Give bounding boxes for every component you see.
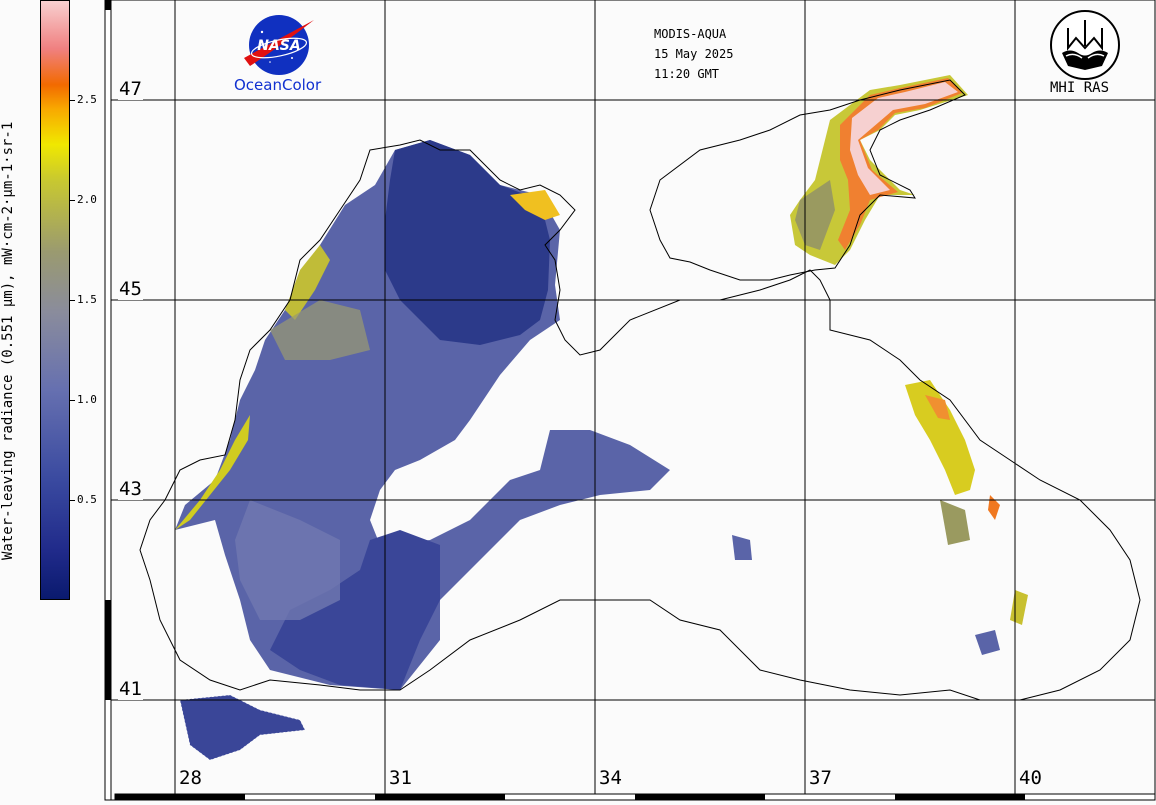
acquisition-info: MODIS-AQUA 15 May 2025 11:20 GMT: [654, 24, 733, 84]
lon-label-37: 37: [808, 767, 833, 789]
lat-label-43: 43: [118, 478, 143, 500]
scale-bar-bottom: [114, 793, 1156, 801]
colorbar-gradient: [40, 0, 70, 600]
mhi-ras-logo: [1050, 10, 1120, 80]
colorbar-tick-label: 2.0: [77, 193, 97, 206]
date-label: 15 May 2025: [654, 47, 734, 61]
marmara-region: [179, 694, 306, 761]
colorbar-tick-mark: [70, 400, 75, 401]
colorbar-tick-mark: [70, 100, 75, 101]
svg-text:NASA: NASA: [257, 38, 300, 54]
colorbar-tick-label: 0.5: [77, 493, 97, 506]
colorbar-tick-label: 1.5: [77, 293, 97, 306]
colorbar-tick-label: 1.0: [77, 393, 97, 406]
colorbar-tick-mark: [70, 200, 75, 201]
lat-label-45: 45: [118, 278, 143, 300]
oceancolor-label: OceanColor: [234, 76, 322, 94]
colorbar-tick-mark: [70, 500, 75, 501]
graticule: [105, 0, 1155, 800]
lat-label-41: 41: [118, 678, 143, 700]
colorbar-tick-mark: [70, 300, 75, 301]
colorbar-tick-label: 2.5: [77, 93, 97, 106]
lon-label-34: 34: [598, 767, 623, 789]
colorbar: 2.5 2.0 1.5 1.0 0.5 Water-leaving radian…: [0, 0, 110, 801]
lon-label-31: 31: [388, 767, 413, 789]
sensor-label: MODIS-AQUA: [654, 27, 727, 41]
time-label: 11:20 GMT: [654, 67, 720, 81]
nasa-logo: NASA: [244, 15, 314, 75]
mhi-ras-label: MHI RAS: [1050, 80, 1110, 96]
lat-label-47: 47: [118, 78, 143, 100]
lon-label-28: 28: [178, 767, 203, 789]
lon-label-40: 40: [1018, 767, 1043, 789]
black-sea-radiance-field: [175, 140, 670, 690]
colorbar-title: Water-leaving radiance (0.551 µm), mW·cm…: [0, 121, 16, 560]
scale-bar-left: [104, 0, 112, 801]
